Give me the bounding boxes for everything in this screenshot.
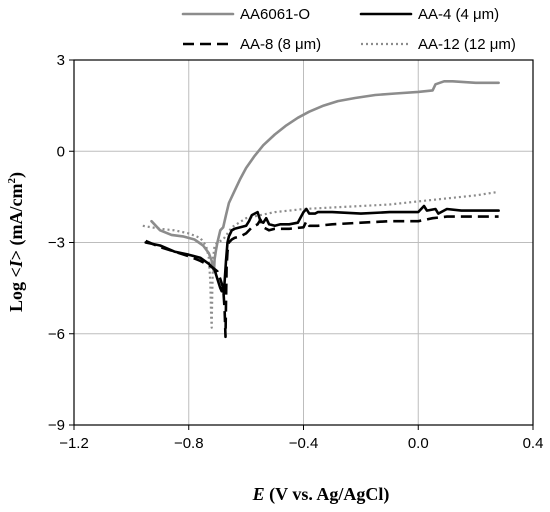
y-tick-label: 0 <box>57 143 65 160</box>
series-layer <box>142 80 500 339</box>
y-axis-prefix: Log < <box>6 267 26 312</box>
x-tick-label: −0.8 <box>174 435 204 452</box>
y-tick-label: −6 <box>48 326 65 343</box>
x-tick-label: −0.4 <box>289 435 319 452</box>
series-line-1 <box>144 204 500 296</box>
legend-label-3: AA-12 (12 μm) <box>418 36 516 53</box>
y-tick-label: −9 <box>48 417 65 434</box>
legend-label-1: AA-4 (4 μm) <box>418 6 499 23</box>
y-axis-unit-exponent: 2 <box>6 177 18 183</box>
y-axis-title: Log <I> (mA/cm2) <box>6 172 27 312</box>
x-tick-label: 0.4 <box>523 435 544 452</box>
y-axis-ticks: −9 −6 −3 0 3 <box>48 52 74 434</box>
x-tick-label: 0.0 <box>408 435 429 452</box>
y-axis-unit: > (mA/cm <box>6 183 27 260</box>
series-line-0 <box>150 80 500 273</box>
series-line-3 <box>142 191 496 329</box>
legend-label-2: AA-8 (8 μm) <box>240 36 321 53</box>
y-axis-variable: I <box>6 259 26 268</box>
x-axis-title: E (V vs. Ag/AgCl) <box>252 484 390 505</box>
x-axis-unit: (V vs. Ag/AgCl) <box>265 484 390 505</box>
y-tick-label: −3 <box>48 235 65 252</box>
y-tick-label: 3 <box>57 52 65 69</box>
legend-label-0: AA6061-O <box>240 6 310 23</box>
legend: AA6061-O AA-4 (4 μm) AA-8 (8 μm) AA-12 (12 … <box>181 6 516 53</box>
series-line-2 <box>145 215 499 339</box>
x-axis-ticks: −1.2 −0.8 −0.4 0.0 0.4 <box>59 425 543 452</box>
y-axis-close: ) <box>6 172 27 178</box>
x-tick-label: −1.2 <box>59 435 89 452</box>
x-axis-variable: E <box>252 484 265 504</box>
